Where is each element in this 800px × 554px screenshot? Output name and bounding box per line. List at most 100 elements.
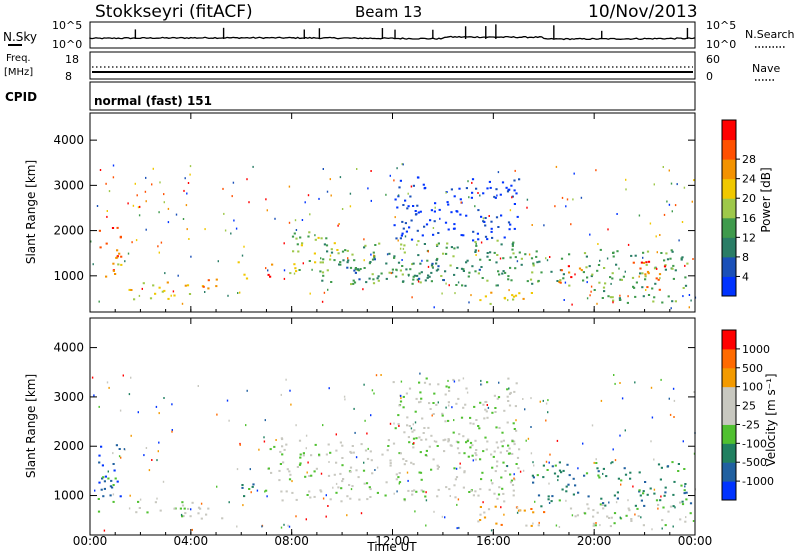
- range-cell: [403, 463, 406, 466]
- range-cell: [202, 285, 205, 288]
- range-cell: [503, 513, 505, 516]
- colorbar-segment: [722, 405, 736, 425]
- range-cell: [388, 252, 391, 255]
- range-cell: [493, 394, 496, 397]
- range-cell: [187, 507, 190, 510]
- range-cell: [602, 502, 605, 505]
- range-cell: [507, 278, 510, 281]
- range-cell: [118, 252, 121, 255]
- range-cell: [408, 387, 412, 390]
- range-cell: [128, 507, 131, 510]
- range-cell: [507, 400, 510, 402]
- range-cell: [434, 202, 437, 205]
- range-cell: [267, 467, 270, 470]
- range-cell: [486, 440, 489, 443]
- range-cell: [482, 217, 485, 220]
- range-cell: [450, 246, 453, 249]
- range-cell: [239, 443, 241, 446]
- range-cell: [390, 272, 393, 275]
- colorbar-tick-label: 20: [742, 192, 756, 205]
- range-cell: [532, 522, 534, 525]
- range-cell: [181, 302, 184, 305]
- range-cell: [410, 238, 414, 241]
- range-cell: [424, 495, 427, 498]
- range-cell: [430, 209, 433, 212]
- range-cell: [431, 414, 433, 417]
- range-cell: [184, 512, 187, 515]
- range-cell: [417, 254, 420, 257]
- range-cell: [667, 295, 670, 298]
- range-cell: [120, 255, 123, 258]
- range-cell: [468, 196, 470, 199]
- range-cell: [122, 374, 124, 377]
- range-cell: [571, 303, 573, 306]
- range-cell: [535, 250, 538, 253]
- range-cell: [460, 234, 463, 237]
- range-cell: [350, 283, 353, 286]
- range-cell: [399, 400, 403, 403]
- range-cell: [455, 440, 458, 443]
- range-cell: [693, 391, 695, 393]
- range-cell: [545, 419, 547, 422]
- range-cell: [611, 461, 614, 464]
- range-cell: [477, 238, 480, 241]
- range-cell: [430, 264, 434, 267]
- range-cell: [414, 210, 417, 212]
- range-cell: [287, 524, 289, 527]
- range-cell: [329, 178, 331, 181]
- range-cell: [594, 524, 597, 527]
- range-cell: [494, 505, 497, 508]
- range-cell: [402, 406, 405, 409]
- range-cell: [537, 524, 540, 527]
- range-cell: [646, 270, 650, 273]
- range-cell: [392, 442, 396, 445]
- range-cell: [682, 295, 684, 298]
- range-cell: [485, 448, 488, 451]
- range-cell: [586, 503, 589, 506]
- range-cell: [98, 300, 100, 303]
- range-cell: [448, 488, 451, 491]
- range-cell: [500, 214, 503, 217]
- range-cell: [332, 486, 334, 489]
- range-cell: [685, 516, 687, 519]
- range-cell: [479, 258, 482, 261]
- range-cell: [183, 189, 185, 192]
- range-cell: [299, 236, 302, 239]
- time-axis-label: Time UT: [366, 540, 417, 554]
- range-cell: [529, 278, 533, 281]
- range-cell: [660, 252, 663, 254]
- range-cell: [401, 259, 403, 261]
- range-cell: [453, 484, 456, 487]
- range-cell: [442, 279, 445, 282]
- range-cell: [494, 470, 497, 473]
- range-cell: [403, 498, 406, 501]
- range-cell: [376, 466, 379, 469]
- range-cell: [582, 279, 585, 282]
- colorbar-tick-label: 28: [742, 153, 756, 166]
- range-cell: [493, 492, 496, 495]
- range-cell: [237, 292, 239, 294]
- range-cell: [462, 435, 465, 438]
- range-cell: [472, 422, 475, 425]
- range-cell: [512, 295, 516, 298]
- range-cell: [410, 185, 413, 188]
- range-cell: [646, 493, 649, 496]
- range-cell: [349, 266, 353, 269]
- range-cell: [289, 272, 292, 275]
- range-cell: [585, 472, 589, 475]
- range-cell: [530, 426, 532, 428]
- range-cell: [604, 504, 607, 507]
- range-cell: [413, 429, 416, 432]
- range-cell: [574, 515, 577, 518]
- range-cell: [370, 199, 372, 202]
- range-cell: [471, 181, 473, 184]
- colorbar-tick-label: 16: [742, 212, 756, 225]
- range-cell: [458, 526, 460, 529]
- range-cell: [248, 488, 251, 490]
- range-cell: [444, 270, 447, 273]
- range-cell: [647, 260, 651, 263]
- range-cell: [455, 284, 458, 286]
- noise-left-tick-top: 10^5: [52, 19, 82, 32]
- range-cell: [626, 301, 629, 304]
